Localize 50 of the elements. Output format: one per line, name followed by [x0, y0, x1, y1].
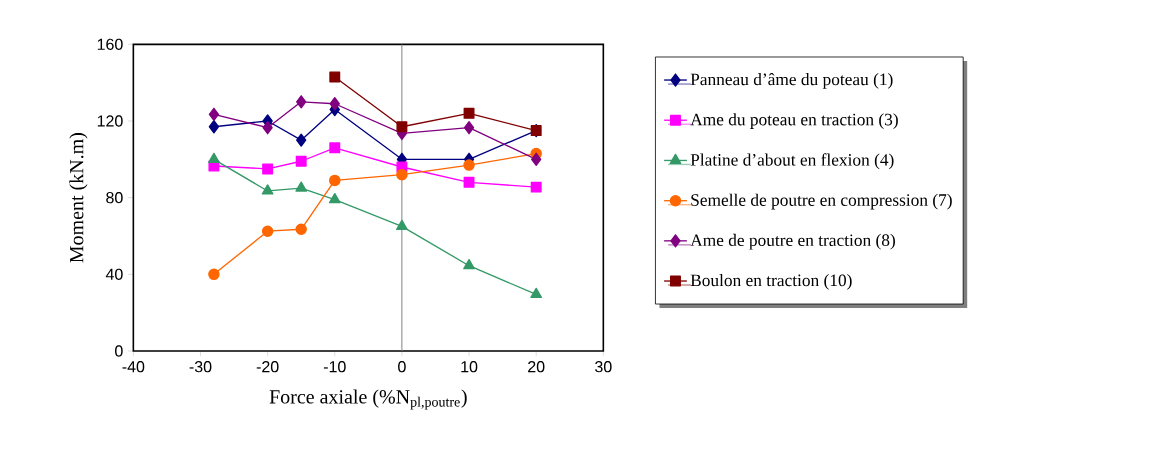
point [396, 168, 408, 181]
point [262, 163, 274, 175]
point [295, 155, 307, 167]
point [530, 287, 543, 299]
point [208, 120, 220, 134]
x-tick-label: 30 [595, 361, 612, 373]
legend-label: Platine d’about en flexion (4) [690, 153, 894, 170]
point [463, 176, 475, 188]
point [296, 133, 307, 147]
point [329, 97, 340, 111]
point [463, 159, 475, 171]
point [262, 121, 273, 135]
x-tick-label: -20 [256, 361, 279, 373]
point [261, 184, 274, 195]
point [208, 268, 220, 281]
point [396, 121, 408, 133]
y-tick-label: 0 [115, 345, 123, 357]
legend-label: Ame du poteau en traction (3) [690, 113, 898, 129]
point [328, 192, 341, 204]
x-tick-label: 20 [528, 361, 545, 373]
point [295, 181, 308, 192]
point [530, 181, 542, 193]
y-tick-label: 80 [106, 192, 123, 204]
y-tick-label: 160 [97, 38, 123, 50]
x-tick-label: -10 [323, 361, 346, 373]
x-tick-label: -40 [122, 361, 145, 373]
point [329, 142, 341, 154]
y-tick-label: 40 [105, 268, 123, 280]
point [463, 259, 475, 270]
x-tick-label: 0 [398, 361, 406, 373]
x-axis-title: Force axiale (%N$_{pl,poutre}$) [269, 389, 467, 410]
point [531, 152, 542, 166]
point [329, 174, 341, 187]
point [261, 225, 274, 237]
y-tick-label: 120 [97, 115, 123, 127]
point [295, 223, 307, 236]
point [463, 107, 475, 119]
legend-label: Panneau d’âme du poteau (1) [690, 72, 893, 89]
point [396, 219, 408, 231]
point [208, 152, 220, 163]
point [463, 121, 475, 135]
point [329, 71, 341, 83]
legend-label: Ame de poutre en traction (8) [690, 233, 895, 250]
point [296, 95, 307, 109]
y-axis-title: Moment (kN.m) [69, 133, 88, 263]
x-tick-label: 10 [461, 361, 478, 373]
point [208, 107, 220, 121]
legend-label: Boulon en traction (10) [690, 274, 852, 290]
x-tick-label: -30 [189, 361, 212, 373]
legend-label: Semelle de poutre en compression (7) [691, 193, 952, 210]
